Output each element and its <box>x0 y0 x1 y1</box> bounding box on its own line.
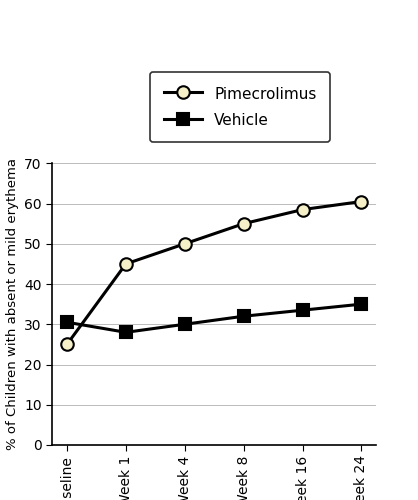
Vehicle <box>300 307 305 313</box>
Pimecrolimus <box>123 261 128 267</box>
Line: Pimecrolimus: Pimecrolimus <box>61 196 368 350</box>
Vehicle <box>241 313 246 319</box>
Vehicle <box>64 320 69 326</box>
Pimecrolimus <box>300 206 305 212</box>
Legend: Pimecrolimus, Vehicle: Pimecrolimus, Vehicle <box>150 72 330 142</box>
Pimecrolimus <box>182 241 187 247</box>
Line: Vehicle: Vehicle <box>61 298 368 339</box>
Pimecrolimus <box>359 198 364 204</box>
Vehicle <box>123 330 128 336</box>
Vehicle <box>182 322 187 328</box>
Pimecrolimus <box>241 220 246 226</box>
Vehicle <box>359 301 364 307</box>
Pimecrolimus <box>64 342 69 347</box>
Y-axis label: % of Children with absent or mild erythema: % of Children with absent or mild erythe… <box>6 158 19 450</box>
